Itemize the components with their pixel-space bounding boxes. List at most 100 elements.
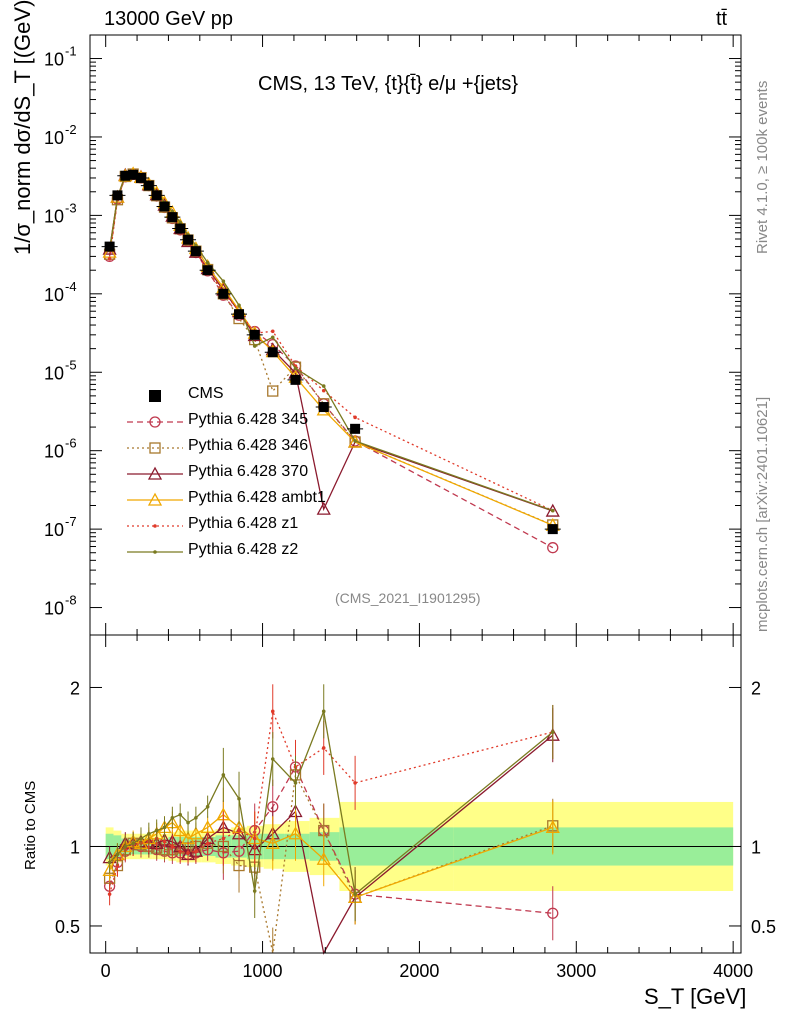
energy-label: 13000 GeV pp bbox=[104, 8, 233, 30]
ratio-point-4 bbox=[221, 836, 226, 841]
ratio-point-5 bbox=[321, 709, 326, 714]
legend-label-346: Pythia 6.428 346 bbox=[188, 437, 309, 454]
ratio-point-5 bbox=[139, 836, 143, 841]
main-y-tick-label: 10 bbox=[44, 442, 64, 462]
main-point-5 bbox=[321, 384, 326, 388]
ratio-point-4 bbox=[237, 828, 241, 833]
ratio-y-tick-label-left: 0.5 bbox=[55, 917, 80, 937]
main-y-tick-label: 10 bbox=[44, 285, 64, 305]
ratio-point-3 bbox=[545, 820, 560, 834]
ratio-point-5 bbox=[170, 816, 175, 820]
analysis-watermark: (CMS_2021_I1901295) bbox=[335, 590, 481, 606]
main-point-5 bbox=[205, 260, 210, 265]
legend-symbol-4 bbox=[153, 524, 157, 528]
main-point-4 bbox=[107, 256, 112, 261]
ratio-point-0 bbox=[547, 907, 559, 919]
legend-label-cms: CMS bbox=[188, 385, 224, 402]
main-y-tick-label: 10 bbox=[44, 599, 64, 619]
main-point-4 bbox=[353, 415, 357, 420]
ratio-point-5 bbox=[237, 796, 241, 801]
main-y-tick-label: 10 bbox=[44, 50, 64, 70]
main-point-5 bbox=[178, 220, 182, 225]
x-axis-label: S_T [GeV] bbox=[644, 984, 747, 1009]
main-y-tick-exponent: -5 bbox=[65, 357, 77, 372]
ratio-point-4 bbox=[353, 781, 357, 785]
ratio-point-5 bbox=[131, 841, 135, 846]
main-point-5 bbox=[270, 335, 275, 340]
ratio-point-5 bbox=[550, 730, 555, 734]
ratio-plot-frame bbox=[89, 634, 742, 954]
main-point-2 bbox=[545, 503, 560, 517]
x-tick-label: 0 bbox=[101, 961, 111, 981]
ratio-point-5 bbox=[270, 757, 275, 761]
rivet-version-label: Rivet 4.1.0, ≥ 100k events bbox=[754, 80, 771, 254]
legend-label-z1: Pythia 6.428 z1 bbox=[188, 515, 299, 532]
ratio-point-5 bbox=[178, 812, 182, 817]
main-point-2 bbox=[316, 501, 331, 515]
ratio-point-5 bbox=[162, 825, 167, 830]
ratio-point-5 bbox=[194, 816, 198, 820]
main-point-1 bbox=[267, 385, 279, 397]
x-tick-label: 1000 bbox=[243, 961, 283, 981]
x-tick-label: 4000 bbox=[713, 961, 753, 981]
ratio-y-tick-label-left: 1 bbox=[70, 837, 80, 857]
ratio-point-5 bbox=[353, 892, 357, 896]
ratio-point-5 bbox=[205, 804, 210, 809]
main-y-axis-label: 1/σ_norm dσ/dS_T [(GeV)^-1] bbox=[10, 0, 35, 255]
main-y-tick-exponent: -2 bbox=[65, 122, 77, 137]
ratio-point-4 bbox=[186, 851, 190, 855]
main-y-tick-label: 10 bbox=[44, 128, 64, 148]
ratio-point-3 bbox=[316, 851, 331, 865]
x-tick-label: 3000 bbox=[556, 961, 596, 981]
ratio-point-3 bbox=[173, 823, 188, 837]
main-y-tick-exponent: -6 bbox=[65, 436, 77, 451]
main-y-tick-exponent: -3 bbox=[65, 200, 77, 215]
ratio-point-3 bbox=[265, 835, 280, 849]
main-point-5 bbox=[293, 366, 298, 371]
ratio-point-4 bbox=[170, 844, 175, 849]
legend-symbol-2 bbox=[147, 466, 163, 480]
ratio-point-4 bbox=[178, 849, 182, 854]
main-y-tick-exponent: -8 bbox=[65, 593, 77, 608]
main-point-5 bbox=[252, 344, 257, 348]
legend-symbol-3 bbox=[147, 492, 163, 506]
ratio-point-5 bbox=[107, 860, 112, 865]
ratio-point-3 bbox=[288, 826, 303, 840]
ratio-point-4 bbox=[107, 892, 112, 896]
main-y-tick-label: 10 bbox=[44, 363, 64, 383]
legend-label-ambt1: Pythia 6.428 ambt1 bbox=[188, 489, 326, 506]
x-tick-label: 2000 bbox=[399, 961, 439, 981]
main-y-tick-exponent: -7 bbox=[65, 514, 77, 529]
legend-symbol-cms bbox=[149, 390, 161, 402]
process-label: tt̄ bbox=[716, 8, 728, 30]
main-point-4 bbox=[321, 388, 326, 393]
ratio-point-5 bbox=[115, 852, 120, 857]
ratio-point-5 bbox=[147, 831, 151, 836]
legend-symbol-1 bbox=[149, 442, 161, 454]
main-y-tick-exponent: -1 bbox=[65, 44, 77, 59]
main-point-5 bbox=[221, 279, 226, 283]
ratio-point-4 bbox=[252, 836, 257, 841]
ratio-point-3 bbox=[188, 826, 203, 840]
ratio-point-5 bbox=[293, 781, 298, 785]
ratio-point-5 bbox=[252, 889, 257, 893]
ratio-y-tick-label-right: 2 bbox=[751, 678, 761, 698]
chart-title: CMS, 13 TeV, {t}{t̄} e/μ +{jets} bbox=[258, 73, 519, 95]
ratio-point-4 bbox=[162, 839, 167, 844]
ratio-y-axis-label: Ratio to CMS bbox=[22, 780, 39, 870]
legend-label-345: Pythia 6.428 345 bbox=[188, 411, 309, 428]
ratio-point-3 bbox=[102, 862, 117, 876]
ratio-y-tick-label-right: 1 bbox=[751, 837, 761, 857]
legend-label-370: Pythia 6.428 370 bbox=[188, 463, 309, 480]
main-point-0 bbox=[547, 542, 559, 554]
legend-label-z2: Pythia 6.428 z2 bbox=[188, 541, 299, 558]
main-y-tick-exponent: -4 bbox=[65, 279, 77, 294]
mcplots-label: mcplots.cern.ch [arXiv:2401.10621] bbox=[754, 396, 771, 632]
ratio-point-4 bbox=[194, 849, 198, 854]
legend-symbol-5 bbox=[153, 550, 157, 554]
legend-symbol-0 bbox=[149, 416, 161, 428]
ratio-point-4 bbox=[270, 709, 275, 714]
ratio-point-4 bbox=[205, 841, 210, 846]
ratio-point-5 bbox=[123, 844, 128, 849]
